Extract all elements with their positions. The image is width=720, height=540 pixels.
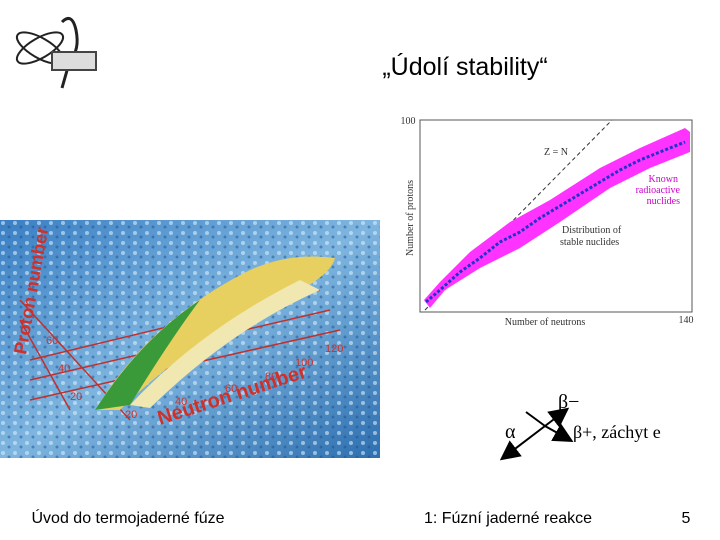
band-label: nuclides <box>647 196 680 207</box>
alpha-label: α <box>505 421 516 443</box>
image-tick: 80 <box>265 371 277 383</box>
image-tick: 20 <box>70 391 82 403</box>
footer-center: 1: Fúzní jaderné reakce <box>424 510 592 527</box>
beta-minus-label: β− <box>558 391 579 413</box>
image-tick: 60 <box>225 383 237 395</box>
image-tick: 120 <box>325 343 343 355</box>
radioactive-band <box>424 128 690 308</box>
slide-title: „Údolí stability“ <box>382 52 547 81</box>
stable-label: Distribution of <box>562 225 622 236</box>
image-tick: 40 <box>58 363 70 375</box>
image-tick: 100 <box>295 357 313 369</box>
nuclide-chart: 100 140 Number of protons Number of neut… <box>401 116 694 328</box>
image-tick: 40 <box>175 396 187 408</box>
stable-label: stable nuclides <box>560 237 619 248</box>
footer-left: Úvod do termojaderné fúze <box>32 508 225 527</box>
image-tick: 20 <box>125 409 137 421</box>
page-number: 5 <box>682 510 691 527</box>
beta-plus-label: β+, záchyt e <box>573 422 661 442</box>
x-axis-label: Number of neutrons <box>505 317 586 328</box>
y-max-label: 100 <box>401 116 416 127</box>
band-label: radioactive <box>636 185 681 196</box>
logo <box>15 16 97 89</box>
line-label: Z = N <box>544 147 568 158</box>
x-max-label: 140 <box>679 315 694 326</box>
valley-image: Proton number Neutron number 20 40 60 80… <box>0 220 380 458</box>
decay-diagram: α β− β+, záchyt e <box>499 391 661 461</box>
y-axis-label: Number of protons <box>405 180 416 256</box>
image-tick: 60 <box>46 335 58 347</box>
image-x-ticks: 20 40 60 80 100 120 <box>125 343 343 421</box>
band-label: Known <box>649 174 678 185</box>
